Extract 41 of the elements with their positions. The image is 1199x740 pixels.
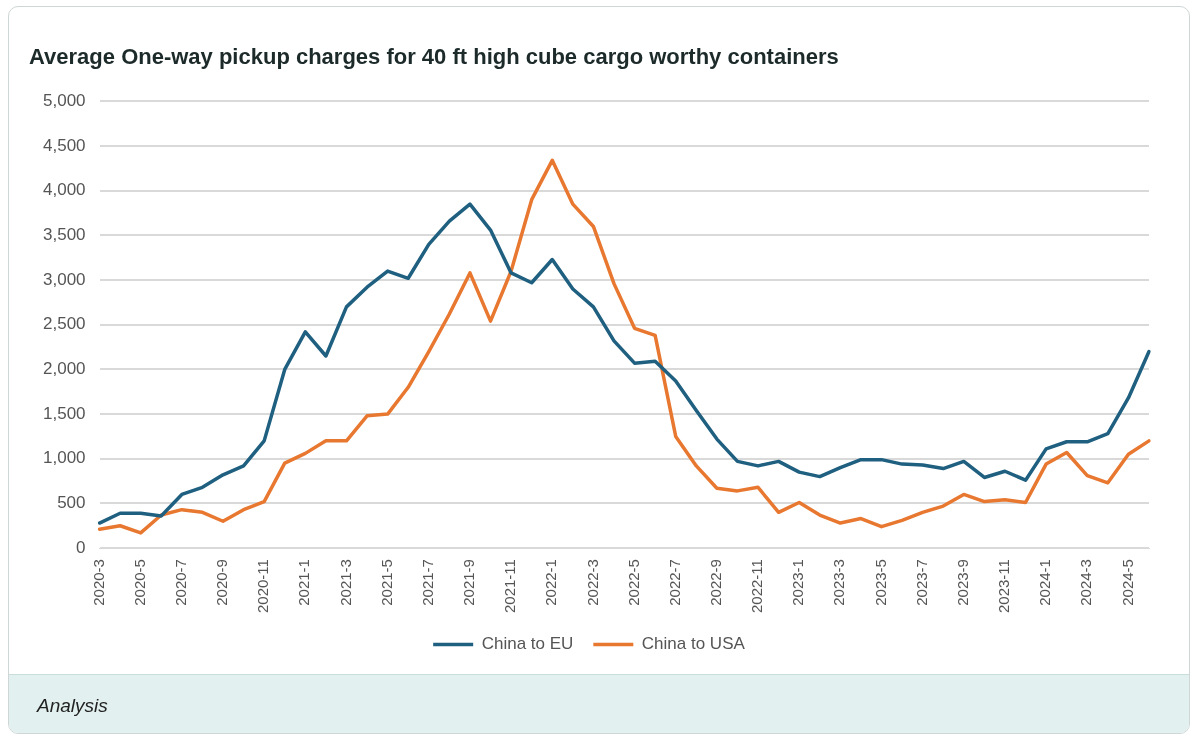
y-tick-label: 500: [57, 493, 86, 513]
x-tick-label: 2021-5: [377, 559, 395, 606]
x-tick-label: 2022-7: [665, 559, 683, 606]
x-tick-label: 2020-5: [130, 559, 148, 606]
y-tick-label: 4,500: [42, 135, 86, 155]
x-tick-label: 2021-1: [295, 559, 313, 606]
x-tick-label: 2022-5: [624, 559, 642, 606]
text: Analysis: [37, 695, 108, 717]
y-tick-label: 3,500: [42, 225, 86, 245]
x-tick-label: 2023-5: [871, 559, 889, 606]
x-tick-label: 2023-11: [995, 559, 1013, 613]
x-tick-label: 2022-11: [748, 559, 766, 613]
x-tick-label: 2022-9: [707, 559, 725, 606]
chart-title: Average One-way pickup charges for 40 ft high cube cargo worthy containers: [29, 44, 839, 70]
x-tick-label: 2022-3: [583, 559, 601, 606]
y-tick-label: 2,500: [42, 314, 86, 334]
legend-label: China to EU: [481, 634, 574, 654]
x-tick-label: 2021-3: [336, 559, 354, 606]
y-tick-label: 2,000: [42, 359, 86, 379]
x-tick-label: 2020-9: [213, 559, 231, 606]
x-tick-label: 2020-3: [89, 559, 107, 606]
x-tick-label: 2023-9: [953, 559, 971, 606]
y-tick-label: 4,000: [42, 180, 86, 200]
x-tick-label: 2021-11: [501, 559, 519, 613]
x-tick-label: 2024-5: [1118, 559, 1136, 606]
y-tick-label: 1,000: [42, 448, 86, 468]
x-tick-label: 2021-9: [460, 559, 478, 606]
x-tick-label: 2020-11: [254, 559, 272, 613]
x-tick-label: 2023-1: [789, 559, 807, 606]
x-tick-label: 2020-7: [171, 559, 189, 606]
y-tick-label: 0: [76, 537, 86, 557]
x-tick-label: 2021-7: [418, 559, 436, 606]
x-tick-label: 2024-1: [1036, 559, 1054, 606]
y-tick-label: 1,500: [42, 403, 86, 423]
y-tick-label: 5,000: [42, 91, 86, 111]
legend-label: China to USA: [641, 634, 746, 654]
y-tick-label: 3,000: [42, 269, 86, 289]
x-tick-label: 2022-1: [542, 559, 560, 606]
x-tick-label: 2023-3: [830, 559, 848, 606]
x-tick-label: 2023-7: [912, 559, 930, 606]
x-tick-label: 2024-3: [1077, 559, 1095, 606]
